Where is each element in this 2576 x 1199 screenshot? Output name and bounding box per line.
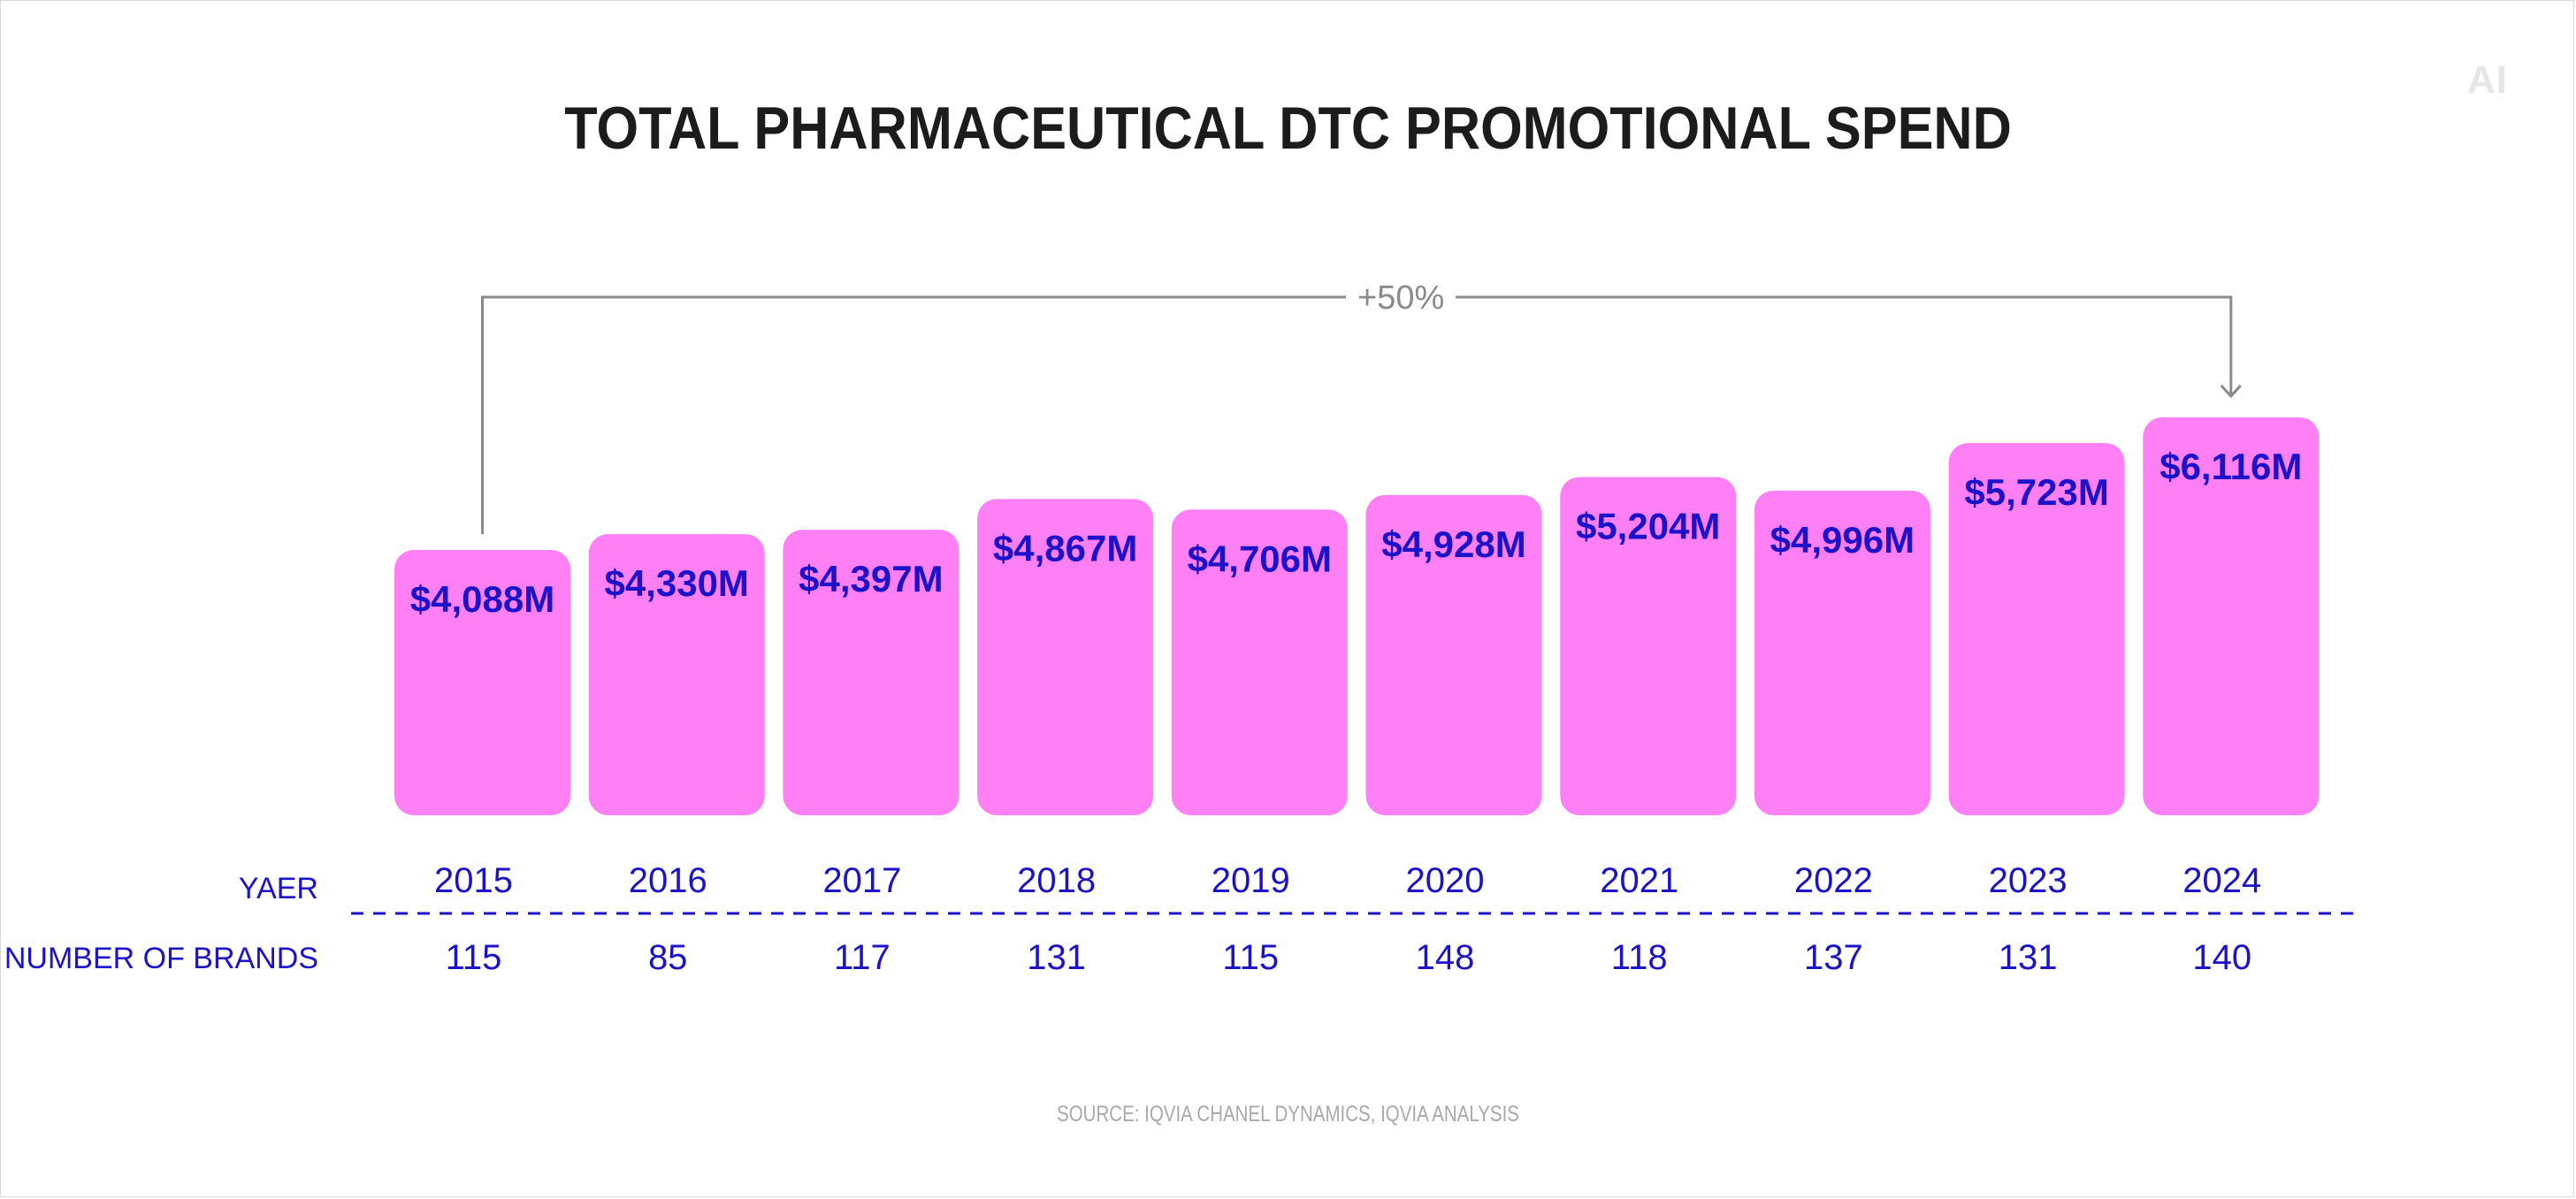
- brand-count-2024: 140: [2192, 938, 2251, 977]
- year-label-2024: 2024: [2182, 861, 2261, 900]
- brand-count-2015: 115: [446, 938, 502, 977]
- bar-2022: [1754, 490, 1930, 815]
- brand-count-2017: 117: [834, 938, 891, 977]
- bar-2023: [1948, 443, 2125, 815]
- bar-value-label-2015: $4,088M: [410, 578, 554, 620]
- year-label-2023: 2023: [1989, 861, 2068, 900]
- brand-count-2018: 131: [1027, 938, 1086, 977]
- bar-2015: [394, 550, 570, 815]
- bracket-left-line: [481, 295, 1347, 534]
- bar-value-label-2024: $6,116M: [2159, 446, 2302, 487]
- year-label-2022: 2022: [1794, 861, 1873, 900]
- year-label-2017: 2017: [822, 861, 901, 900]
- brand-count-2023: 131: [1999, 938, 2058, 977]
- bar-value-label-2019: $4,706M: [1188, 538, 1332, 579]
- bracket-right-line: [1456, 295, 2233, 396]
- change-label: +50%: [1357, 279, 1444, 317]
- chart-title: TOTAL PHARMACEUTICAL DTC PROMOTIONAL SPE…: [564, 95, 2012, 162]
- bar-value-label-2020: $4,928M: [1381, 523, 1525, 565]
- year-label-2021: 2021: [1600, 861, 1678, 900]
- bar-value-label-2018: $4,867M: [993, 527, 1137, 569]
- bar-2017: [783, 530, 959, 815]
- year-label-2018: 2018: [1017, 861, 1096, 900]
- bar-2018: [977, 499, 1154, 815]
- data-table: 2015 115 2016 85 2017 117 2018 131 2019 115 2020 14…: [4, 861, 2363, 977]
- brand-logo: AI: [2467, 58, 2508, 102]
- bars: $4,088M $4,330M $4,397M $4,867M $4,706M $4,92…: [394, 417, 2320, 815]
- year-label-2015: 2015: [434, 861, 513, 900]
- row-header-brands: NUMBER OF BRANDS: [4, 942, 318, 975]
- source-note: SOURCE: IQVIA CHANEL DYNAMICS, IQVIA ANA…: [1057, 1102, 1519, 1126]
- brand-count-2016: 85: [648, 938, 688, 977]
- year-label-2019: 2019: [1212, 861, 1290, 900]
- change-bracket: +50%: [481, 279, 2242, 534]
- bar-value-label-2016: $4,330M: [604, 562, 748, 604]
- bar-2016: [588, 534, 765, 815]
- brand-count-2020: 148: [1416, 938, 1475, 977]
- bar-value-label-2021: $5,204M: [1576, 505, 1720, 546]
- bar-value-label-2022: $4,996M: [1770, 519, 1915, 561]
- bar-value-label-2017: $4,397M: [799, 558, 943, 600]
- bar-2020: [1365, 494, 1542, 815]
- brand-count-2022: 137: [1804, 938, 1863, 977]
- bar-2021: [1560, 477, 1737, 815]
- year-label-2020: 2020: [1406, 861, 1485, 900]
- brand-count-2021: 118: [1611, 938, 1668, 977]
- bar-value-label-2023: $5,723M: [1964, 471, 2108, 513]
- bar-2019: [1171, 509, 1348, 815]
- row-header-year: YAER: [239, 872, 318, 905]
- bar-2024: [2143, 417, 2320, 815]
- brand-count-2019: 115: [1222, 938, 1279, 977]
- bracket-arrow-icon: [2220, 384, 2242, 399]
- year-label-2016: 2016: [629, 861, 707, 900]
